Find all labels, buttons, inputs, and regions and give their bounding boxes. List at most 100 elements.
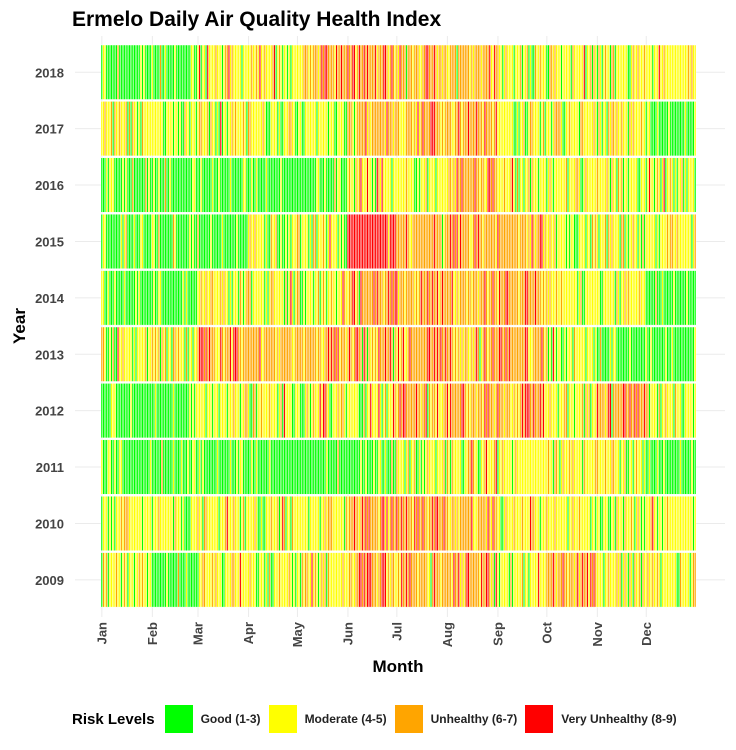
heatmap-cell — [516, 44, 519, 100]
heatmap-cell — [496, 101, 499, 157]
heatmap-cell — [588, 270, 591, 326]
heatmap-cell — [364, 383, 367, 439]
heatmap-cell — [102, 270, 105, 326]
heatmap-cell — [540, 157, 543, 213]
legend-label-good: Good (1-3) — [200, 712, 261, 726]
heatmap-cell — [139, 44, 142, 100]
heatmap-cell — [611, 383, 614, 439]
heatmap-cell — [208, 439, 211, 495]
heatmap-cell — [293, 495, 296, 551]
heatmap-cell — [681, 101, 684, 157]
heatmap-cell — [156, 552, 159, 608]
heatmap-cell — [653, 383, 656, 439]
heatmap-cell — [146, 326, 149, 382]
heatmap-cell — [100, 552, 103, 608]
heatmap-cell — [208, 552, 211, 608]
heatmap-cell — [632, 552, 635, 608]
heatmap-cell — [633, 383, 636, 439]
heatmap-cell — [374, 439, 377, 495]
heatmap-cell — [257, 101, 260, 157]
heatmap-cell — [236, 383, 239, 439]
heatmap-cell — [596, 326, 599, 382]
heatmap-cell — [622, 552, 625, 608]
heatmap-cell — [227, 101, 231, 157]
heatmap-cell — [121, 101, 125, 157]
heatmap-cell — [648, 552, 651, 608]
heatmap-cell — [392, 270, 395, 326]
heatmap-cell — [278, 157, 281, 213]
heatmap-cell — [681, 383, 684, 439]
heatmap-cell — [408, 552, 411, 608]
heatmap-cell — [625, 495, 628, 551]
heatmap-cell — [630, 157, 633, 213]
heatmap-cell — [599, 495, 602, 551]
heatmap-cell — [294, 270, 297, 326]
heatmap-cell — [492, 552, 495, 608]
x-tick-label: Mar — [191, 622, 206, 645]
y-tick-label: 2009 — [35, 573, 64, 588]
heatmap-cell — [443, 213, 446, 269]
heatmap-cell — [126, 383, 129, 439]
heatmap-cell — [190, 44, 193, 100]
heatmap-cell — [612, 439, 615, 495]
heatmap-cell — [257, 495, 260, 551]
heatmap-cell — [617, 101, 620, 157]
heatmap-cell — [302, 44, 305, 100]
heatmap-cell — [646, 326, 649, 382]
heatmap-cell — [376, 270, 379, 326]
heatmap-cell — [211, 439, 214, 495]
heatmap-cell — [373, 326, 376, 382]
heatmap-cell — [580, 44, 583, 100]
heatmap-cell — [506, 270, 509, 326]
heatmap-cell — [439, 326, 442, 382]
heatmap-cell — [183, 326, 186, 382]
heatmap-cell — [135, 495, 138, 551]
heatmap-cell — [257, 213, 260, 269]
heatmap-cell — [478, 495, 482, 551]
heatmap-cell — [505, 270, 508, 326]
heatmap-cell — [648, 157, 651, 213]
heatmap-cell — [324, 270, 327, 326]
heatmap-cell — [402, 44, 405, 100]
heatmap-cell — [377, 157, 380, 213]
heatmap-cell — [312, 552, 315, 608]
heatmap-cell — [112, 326, 115, 382]
heatmap-cell — [620, 213, 623, 269]
heatmap-cell — [506, 157, 509, 213]
heatmap-cell — [412, 270, 415, 326]
heatmap-cell — [557, 270, 560, 326]
heatmap-cell — [239, 326, 242, 382]
heatmap-cell — [599, 44, 602, 100]
heatmap-cell — [355, 44, 358, 100]
heatmap-cell — [609, 552, 612, 608]
heatmap-cell — [666, 383, 669, 439]
heatmap-cell — [188, 213, 191, 269]
heatmap-cell — [105, 552, 108, 608]
heatmap-cell — [151, 270, 154, 326]
heatmap-cell — [483, 213, 486, 269]
heatmap-cell — [237, 383, 240, 439]
heatmap-cell — [115, 157, 118, 213]
heatmap-cell — [394, 213, 397, 269]
heatmap-cell — [373, 213, 376, 269]
heatmap-cell — [263, 383, 266, 439]
heatmap-cell — [575, 495, 578, 551]
heatmap-cell — [332, 552, 335, 608]
heatmap-cell — [369, 326, 372, 382]
heatmap-cell — [224, 157, 227, 213]
heatmap-cell — [224, 213, 227, 269]
heatmap-cell — [281, 213, 284, 269]
heatmap-cell — [247, 157, 250, 213]
heatmap-cell — [335, 270, 338, 326]
heatmap-cell — [188, 270, 191, 326]
heatmap-cell — [501, 44, 504, 100]
heatmap-cell — [138, 439, 141, 495]
heatmap-cell — [668, 101, 671, 157]
heatmap-cell — [301, 213, 304, 269]
heatmap-cell — [302, 439, 305, 495]
heatmap-cell — [581, 383, 584, 439]
heatmap-cell — [105, 157, 108, 213]
heatmap-cell — [511, 439, 514, 495]
heatmap-cell — [418, 495, 421, 551]
heatmap-cell — [319, 44, 322, 100]
